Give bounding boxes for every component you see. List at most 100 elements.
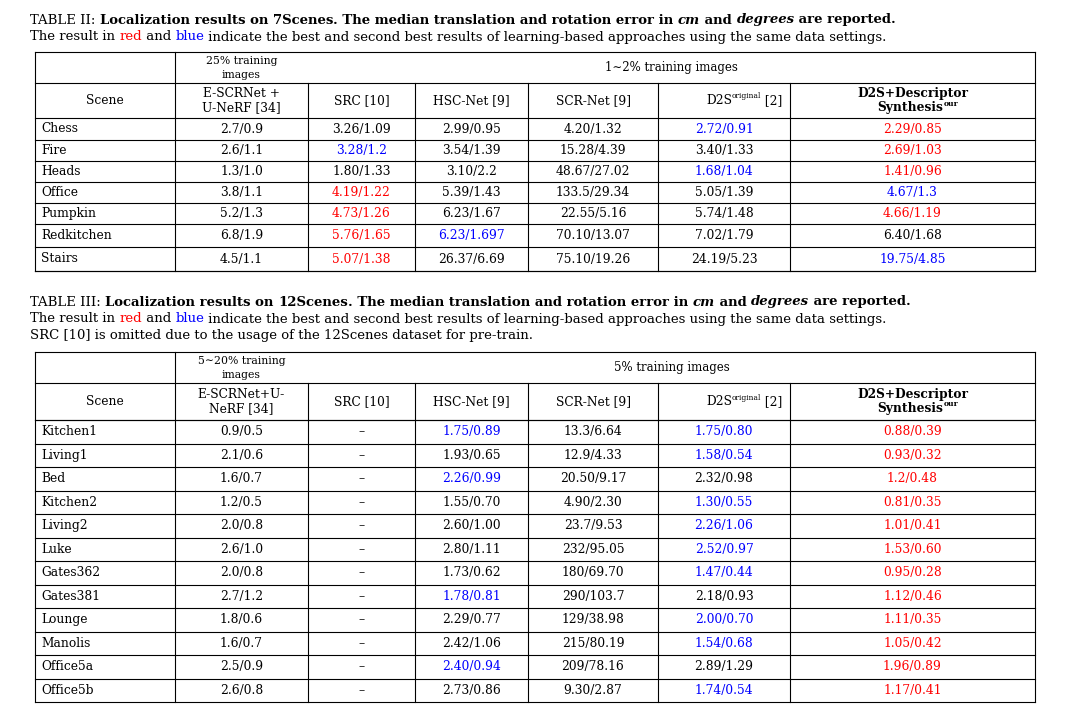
Text: 2.40/0.94: 2.40/0.94 [442, 660, 500, 673]
Text: 3.54/1.39: 3.54/1.39 [442, 144, 500, 157]
Text: Living1: Living1 [41, 449, 87, 462]
Text: 1.05/0.42: 1.05/0.42 [883, 637, 942, 650]
Text: 1.93/0.65: 1.93/0.65 [442, 449, 500, 462]
Text: blue: blue [175, 312, 204, 325]
Text: 209/78.16: 209/78.16 [561, 660, 624, 673]
Text: Scene: Scene [86, 94, 124, 107]
Text: 2.26/1.06: 2.26/1.06 [695, 519, 753, 532]
Text: and: and [715, 296, 751, 308]
Text: 5.76/1.65: 5.76/1.65 [332, 229, 391, 242]
Text: Living2: Living2 [41, 519, 87, 532]
Text: 215/80.19: 215/80.19 [561, 637, 624, 650]
Text: Localization results on: Localization results on [105, 296, 278, 308]
Text: 4.20/1.32: 4.20/1.32 [563, 122, 622, 136]
Text: 2.32/0.98: 2.32/0.98 [695, 472, 753, 485]
Text: 24.19/5.23: 24.19/5.23 [690, 252, 758, 266]
Text: 1.30/0.55: 1.30/0.55 [695, 496, 753, 509]
Text: 5.74/1.48: 5.74/1.48 [695, 207, 753, 220]
Text: 23.7/9.53: 23.7/9.53 [563, 519, 622, 532]
Text: 22.55/5.16: 22.55/5.16 [560, 207, 626, 220]
Text: 1.17/0.41: 1.17/0.41 [883, 684, 942, 697]
Text: and: and [142, 30, 175, 44]
Text: SRC [10] is omitted due to the usage of the 12Scenes dataset for pre-train.: SRC [10] is omitted due to the usage of … [30, 329, 534, 342]
Text: –: – [359, 637, 365, 650]
Text: –: – [359, 613, 365, 626]
Text: –: – [359, 472, 365, 485]
Text: 25% training: 25% training [206, 57, 277, 66]
Text: 1.3/1.0: 1.3/1.0 [220, 165, 262, 178]
Text: 15.28/4.39: 15.28/4.39 [560, 144, 626, 157]
Text: E-SCRNet+U-: E-SCRNet+U- [197, 388, 285, 401]
Text: 6.40/1.68: 6.40/1.68 [883, 229, 942, 242]
Text: 70.10/13.07: 70.10/13.07 [556, 229, 630, 242]
Text: red: red [120, 312, 142, 325]
Text: 1.55/0.70: 1.55/0.70 [443, 496, 500, 509]
Text: 2.42/1.06: 2.42/1.06 [442, 637, 500, 650]
Text: 2.80/1.11: 2.80/1.11 [442, 543, 500, 556]
Text: blue: blue [175, 30, 204, 44]
Text: SCR-Net [9]: SCR-Net [9] [556, 395, 631, 408]
Text: 1.6/0.7: 1.6/0.7 [220, 637, 262, 650]
Text: 2.99/0.95: 2.99/0.95 [442, 122, 500, 136]
Text: 290/103.7: 290/103.7 [561, 590, 624, 603]
Text: 4.67/1.3: 4.67/1.3 [887, 186, 938, 199]
Text: Lounge: Lounge [41, 613, 87, 626]
Text: TABLE III:: TABLE III: [30, 296, 105, 308]
Text: 0.88/0.39: 0.88/0.39 [883, 425, 942, 438]
Text: 0.81/0.35: 0.81/0.35 [883, 496, 942, 509]
Text: U-NeRF [34]: U-NeRF [34] [202, 101, 281, 114]
Text: are reported.: are reported. [809, 296, 911, 308]
Text: 5∼20% training: 5∼20% training [197, 356, 285, 366]
Text: 1.47/0.44: 1.47/0.44 [695, 566, 753, 579]
Text: Pumpkin: Pumpkin [41, 207, 96, 220]
Text: D2S: D2S [706, 395, 732, 408]
Text: 2.6/1.1: 2.6/1.1 [220, 144, 264, 157]
Text: are reported.: are reported. [795, 13, 896, 26]
Text: 2.7/1.2: 2.7/1.2 [220, 590, 264, 603]
Text: Redkitchen: Redkitchen [41, 229, 112, 242]
Text: our: our [943, 100, 958, 107]
Text: 2.7/0.9: 2.7/0.9 [220, 122, 264, 136]
Text: 48.67/27.02: 48.67/27.02 [556, 165, 631, 178]
Text: red: red [120, 30, 142, 44]
Text: 1∼2% training images: 1∼2% training images [605, 61, 738, 74]
Text: 2.89/1.29: 2.89/1.29 [695, 660, 753, 673]
Text: 1.78/0.81: 1.78/0.81 [442, 590, 500, 603]
Text: HSC-Net [9]: HSC-Net [9] [433, 94, 510, 107]
Text: 5.39/1.43: 5.39/1.43 [442, 186, 500, 199]
Text: 2.0/0.8: 2.0/0.8 [220, 566, 264, 579]
Text: Localization results on: Localization results on [99, 13, 273, 26]
Text: 0.9/0.5: 0.9/0.5 [220, 425, 262, 438]
Text: 3.8/1.1: 3.8/1.1 [220, 186, 262, 199]
Text: 133.5/29.34: 133.5/29.34 [556, 186, 631, 199]
Text: 2.73/0.86: 2.73/0.86 [442, 684, 500, 697]
Text: –: – [359, 543, 365, 556]
Text: cm: cm [678, 13, 700, 26]
Text: Gates362: Gates362 [41, 566, 100, 579]
Text: 1.01/0.41: 1.01/0.41 [883, 519, 942, 532]
Text: Gates381: Gates381 [41, 590, 100, 603]
Text: 5.05/1.39: 5.05/1.39 [695, 186, 753, 199]
Text: 1.73/0.62: 1.73/0.62 [442, 566, 500, 579]
Text: 1.41/0.96: 1.41/0.96 [883, 165, 942, 178]
Text: Fire: Fire [41, 144, 66, 157]
Text: and: and [142, 312, 175, 325]
Text: Stairs: Stairs [41, 252, 78, 266]
Text: HSC-Net [9]: HSC-Net [9] [433, 395, 510, 408]
Text: [2]: [2] [762, 395, 782, 408]
Text: 2.29/0.85: 2.29/0.85 [883, 122, 942, 136]
Text: 4.73/1.26: 4.73/1.26 [332, 207, 391, 220]
Text: –: – [359, 566, 365, 579]
Text: 4.5/1.1: 4.5/1.1 [220, 252, 262, 266]
Text: Kitchen1: Kitchen1 [41, 425, 97, 438]
Text: 9.30/2.87: 9.30/2.87 [563, 684, 622, 697]
Text: 12Scenes: 12Scenes [278, 296, 348, 308]
Text: 6.23/1.697: 6.23/1.697 [439, 229, 505, 242]
Text: Bed: Bed [41, 472, 65, 485]
Text: Office5b: Office5b [41, 684, 94, 697]
Text: degrees: degrees [736, 13, 795, 26]
Text: 7Scenes: 7Scenes [273, 13, 333, 26]
Text: 1.74/0.54: 1.74/0.54 [695, 684, 753, 697]
Text: 1.54/0.68: 1.54/0.68 [695, 637, 753, 650]
Text: 232/95.05: 232/95.05 [561, 543, 624, 556]
